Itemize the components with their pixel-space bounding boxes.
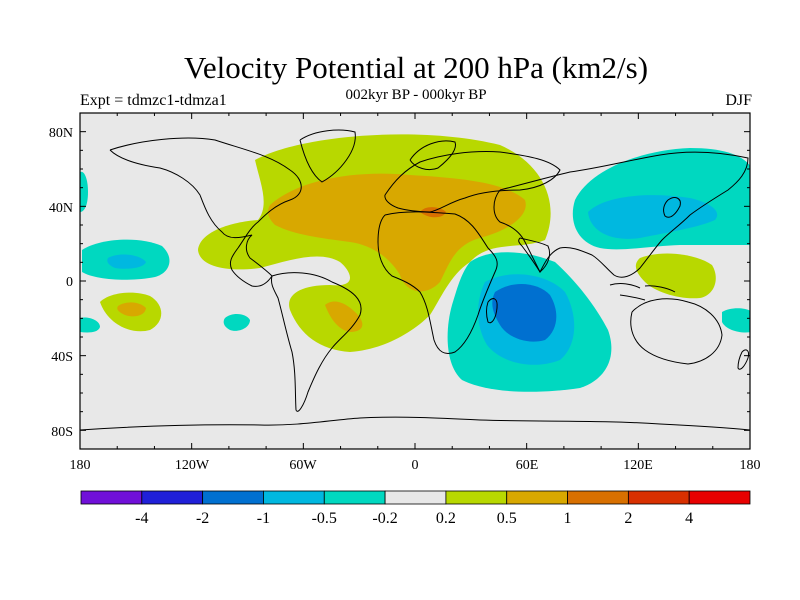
- colorbar-label: -4: [135, 510, 148, 527]
- colorbar-label: 0.5: [497, 510, 517, 527]
- colorbar-swatch: [202, 490, 264, 505]
- colorbar: -4 -2 -1 -0.5 -0.2 0.2 0.5 1 2 4: [80, 490, 751, 527]
- coast-antarctica: [80, 416, 750, 431]
- positive-patch-brazil: [325, 301, 363, 332]
- period-label: 002kyr BP - 000kyr BP: [345, 87, 487, 103]
- lat-tick-label-40s: 40S: [51, 350, 73, 365]
- coast-japan: [663, 197, 681, 218]
- colorbar-label: -2: [196, 510, 209, 527]
- coast-greenland: [299, 129, 356, 183]
- plot-title: Velocity Potential at 200 hPa (km2/s): [183, 50, 649, 85]
- coast-europe: [384, 151, 561, 213]
- colorbar-label: 1: [564, 510, 572, 527]
- colorbar-swatch: [141, 490, 204, 505]
- colorbar-swatch: [80, 490, 143, 505]
- lon-tick-label-60e: 60E: [516, 458, 539, 473]
- lon-tick-label-180w: 180: [70, 458, 91, 473]
- lat-tick-label-80s: 80S: [51, 425, 73, 440]
- lat-tick-label-80n: 80N: [49, 126, 73, 141]
- colorbar-swatch: [688, 490, 751, 505]
- colorbar-label: 4: [685, 510, 693, 527]
- colorbar-label: 0.2: [436, 510, 456, 527]
- experiment-label: Expt = tdmzc1-tdmza1: [80, 92, 227, 109]
- colorbar-swatch: [384, 490, 447, 505]
- coast-madagascar: [486, 298, 498, 324]
- lon-tick-label-0: 0: [412, 458, 419, 473]
- lat-tick-label-0: 0: [66, 275, 73, 290]
- negative-core-epacific: [107, 254, 146, 269]
- negative-patch-west-arctic: [80, 171, 88, 212]
- lon-tick-label-120w: 120W: [175, 458, 210, 473]
- coast-north-america: [109, 137, 302, 287]
- coast-new-zealand: [737, 349, 749, 370]
- coast-south-america: [271, 272, 362, 412]
- colorbar-label: -1: [257, 510, 270, 527]
- coast-asia: [493, 151, 749, 278]
- colorbar-label: 2: [624, 510, 632, 527]
- coast-australia: [630, 298, 723, 365]
- colorbar-swatch: [506, 490, 568, 505]
- negative-core-indian: [492, 284, 557, 342]
- colorbar-swatch: [445, 490, 508, 505]
- negative-mod-nwpacific: [588, 195, 718, 239]
- coast-india: [518, 237, 551, 273]
- positive-core-pacific: [117, 302, 146, 317]
- lat-tick-label-40n: 40N: [49, 201, 73, 216]
- lon-tick-label-60w: 60W: [289, 458, 317, 473]
- coast-africa: [377, 211, 498, 354]
- negative-patch-south-pacific: [223, 314, 250, 331]
- coast-scandinavia: [409, 140, 457, 171]
- colorbar-swatch: [263, 490, 325, 505]
- positive-patch-wpacific: [635, 253, 716, 299]
- lon-tick-label-120e: 120E: [623, 458, 653, 473]
- colorbar-swatch: [627, 490, 690, 505]
- lon-tick-label-180e: 180: [740, 458, 761, 473]
- negative-patch-east-south: [722, 308, 750, 333]
- map-field: [80, 113, 750, 449]
- positive-core-africa: [267, 173, 526, 292]
- coastlines: [80, 129, 750, 431]
- axis-ticks: [79, 112, 751, 450]
- colorbar-label: -0.5: [312, 510, 337, 527]
- colorbar-swatch: [323, 490, 386, 505]
- season-label: DJF: [725, 92, 752, 109]
- negative-patch-west-south: [80, 317, 100, 333]
- coast-indonesia: [609, 283, 676, 301]
- colorbar-swatch: [567, 490, 629, 505]
- colorbar-label: -0.2: [372, 510, 397, 527]
